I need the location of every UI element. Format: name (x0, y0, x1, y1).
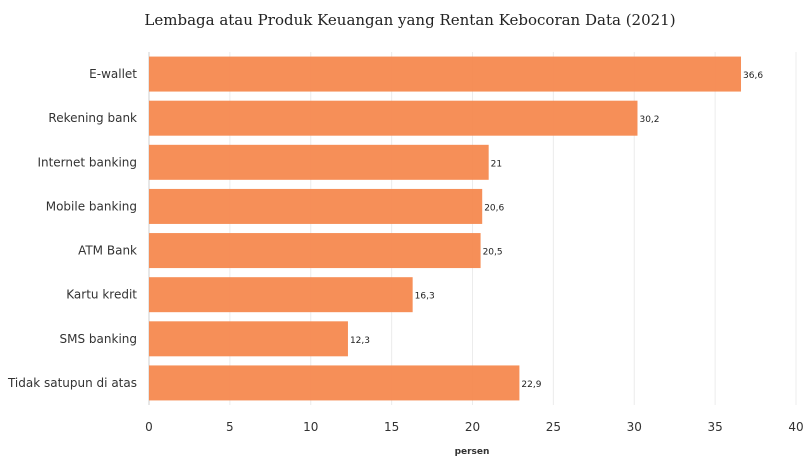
data-label: 20,5 (483, 248, 503, 258)
category-label: Kartu kredit (66, 288, 137, 302)
x-tick-label: 25 (546, 420, 561, 434)
bar (149, 321, 348, 357)
bar (149, 233, 481, 269)
x-tick-label: 5 (226, 420, 234, 434)
x-tick-labels: 0 5 10 15 20 25 30 35 40 (145, 420, 803, 434)
category-label: Mobile banking (46, 199, 137, 213)
bar (149, 144, 489, 180)
bar (149, 188, 483, 224)
category-labels: E-wallet Rekening bank Internet banking Mob… (7, 67, 137, 390)
bar (149, 277, 413, 313)
data-labels: 36,6 30,2 21 20,6 20,5 16,3 12,3 22,9 (350, 71, 763, 390)
data-label: 21 (491, 159, 502, 169)
x-tick-label: 30 (627, 420, 642, 434)
x-tick-label: 20 (465, 420, 480, 434)
data-label: 22,9 (521, 380, 541, 390)
x-axis-title: persen (455, 447, 490, 457)
category-label: ATM Bank (78, 244, 137, 258)
chart-title: Lembaga atau Produk Keuangan yang Rentan… (144, 11, 675, 29)
bar (149, 56, 742, 92)
data-label: 16,3 (415, 292, 435, 302)
x-tick-label: 40 (788, 420, 803, 434)
x-tick-label: 35 (707, 420, 722, 434)
bar (149, 100, 638, 136)
bars-group (149, 56, 742, 401)
category-label: Rekening bank (48, 111, 137, 125)
x-tick-label: 10 (303, 420, 318, 434)
x-tick-label: 15 (384, 420, 399, 434)
data-label: 12,3 (350, 336, 370, 346)
category-label: SMS banking (60, 332, 137, 346)
bar (149, 365, 520, 401)
category-label: E-wallet (89, 67, 137, 81)
category-label: Internet banking (37, 155, 137, 169)
category-label: Tidak satupun di atas (7, 376, 137, 390)
x-tick-label: 0 (145, 420, 153, 434)
data-label: 30,2 (639, 115, 659, 125)
data-label: 36,6 (743, 71, 763, 81)
data-label: 20,6 (484, 203, 504, 213)
